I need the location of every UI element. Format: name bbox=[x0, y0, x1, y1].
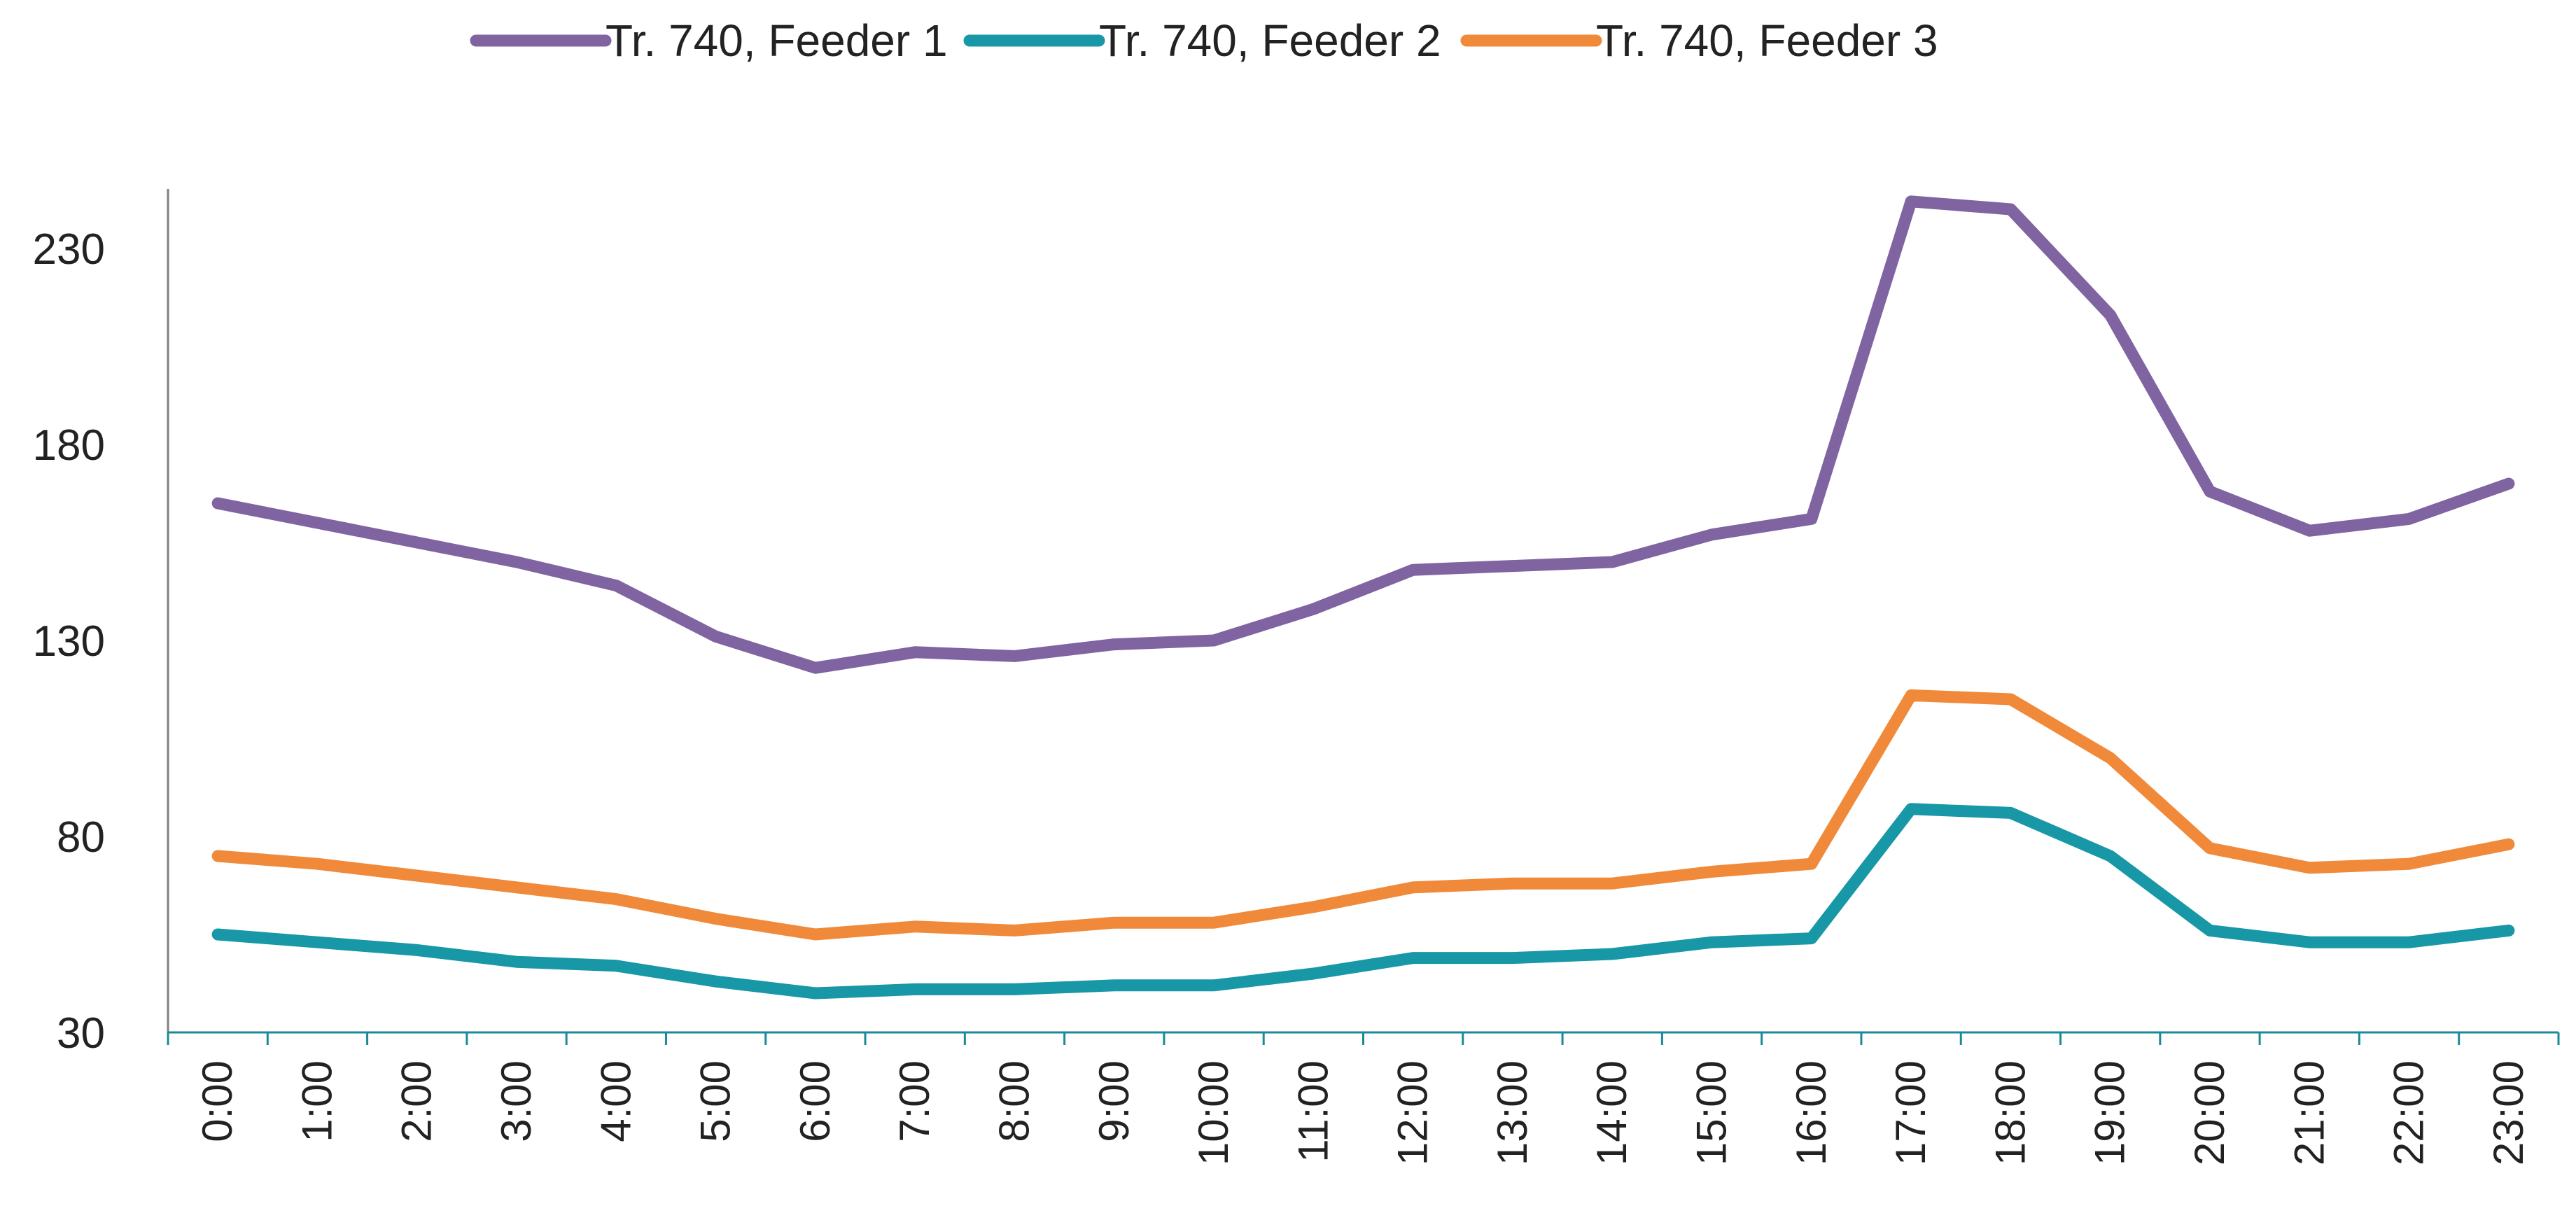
x-tick-label: 7:00 bbox=[891, 1060, 938, 1142]
x-tick-label: 11:00 bbox=[1289, 1060, 1336, 1163]
x-tick-label: 3:00 bbox=[493, 1060, 540, 1142]
x-tick-label: 1:00 bbox=[293, 1060, 340, 1142]
series-line-feeder-1 bbox=[211, 195, 2515, 674]
x-tick-label: 17:00 bbox=[1887, 1060, 1934, 1165]
x-tick-label: 12:00 bbox=[1390, 1060, 1436, 1165]
y-tick-label: 80 bbox=[57, 813, 105, 862]
series-group bbox=[211, 195, 2515, 1000]
x-tick-label: 15:00 bbox=[1688, 1060, 1735, 1165]
x-tick-label: 18:00 bbox=[1987, 1060, 2033, 1165]
x-tick-label: 22:00 bbox=[2386, 1060, 2432, 1165]
x-tick-label: 10:00 bbox=[1190, 1060, 1237, 1165]
x-tick-label: 14:00 bbox=[1588, 1060, 1635, 1165]
legend-label-feeder-2: Tr. 740, Feeder 2 bbox=[1099, 15, 1441, 66]
legend: Tr. 740, Feeder 1 Tr. 740, Feeder 2 Tr. 74… bbox=[470, 15, 1938, 66]
x-tick-label: 2:00 bbox=[393, 1060, 440, 1142]
x-axis-ticks: 0:00 1:00 2:00 3:00 4:00 5:00 6:00 7:00 8:00 9:00… bbox=[167, 1032, 2560, 1165]
x-tick-label: 4:00 bbox=[592, 1060, 639, 1142]
y-tick-label: 180 bbox=[33, 421, 105, 470]
y-tick-label: 30 bbox=[57, 1009, 105, 1058]
x-tick-label: 9:00 bbox=[1091, 1060, 1138, 1142]
x-tick-label: 13:00 bbox=[1489, 1060, 1536, 1165]
legend-label-feeder-3: Tr. 740, Feeder 3 bbox=[1596, 15, 1938, 66]
x-tick-label: 8:00 bbox=[990, 1060, 1037, 1142]
y-axis-ticks: 30 80 130 180 230 bbox=[33, 225, 105, 1058]
x-tick-label: 21:00 bbox=[2286, 1060, 2332, 1165]
x-tick-label: 5:00 bbox=[692, 1060, 739, 1142]
series-line-feeder-2 bbox=[211, 803, 2515, 1000]
x-tick-label: 19:00 bbox=[2087, 1060, 2134, 1165]
series-line-feeder-3 bbox=[211, 689, 2515, 941]
x-tick-label: 20:00 bbox=[2186, 1060, 2233, 1165]
x-tick-label: 16:00 bbox=[1788, 1060, 1835, 1165]
x-tick-label: 6:00 bbox=[792, 1060, 839, 1142]
legend-label-feeder-1: Tr. 740, Feeder 1 bbox=[606, 15, 948, 66]
x-tick-label: 0:00 bbox=[194, 1060, 241, 1142]
y-tick-label: 230 bbox=[33, 225, 105, 274]
y-tick-label: 130 bbox=[33, 617, 105, 666]
x-tick-label: 23:00 bbox=[2485, 1060, 2532, 1165]
